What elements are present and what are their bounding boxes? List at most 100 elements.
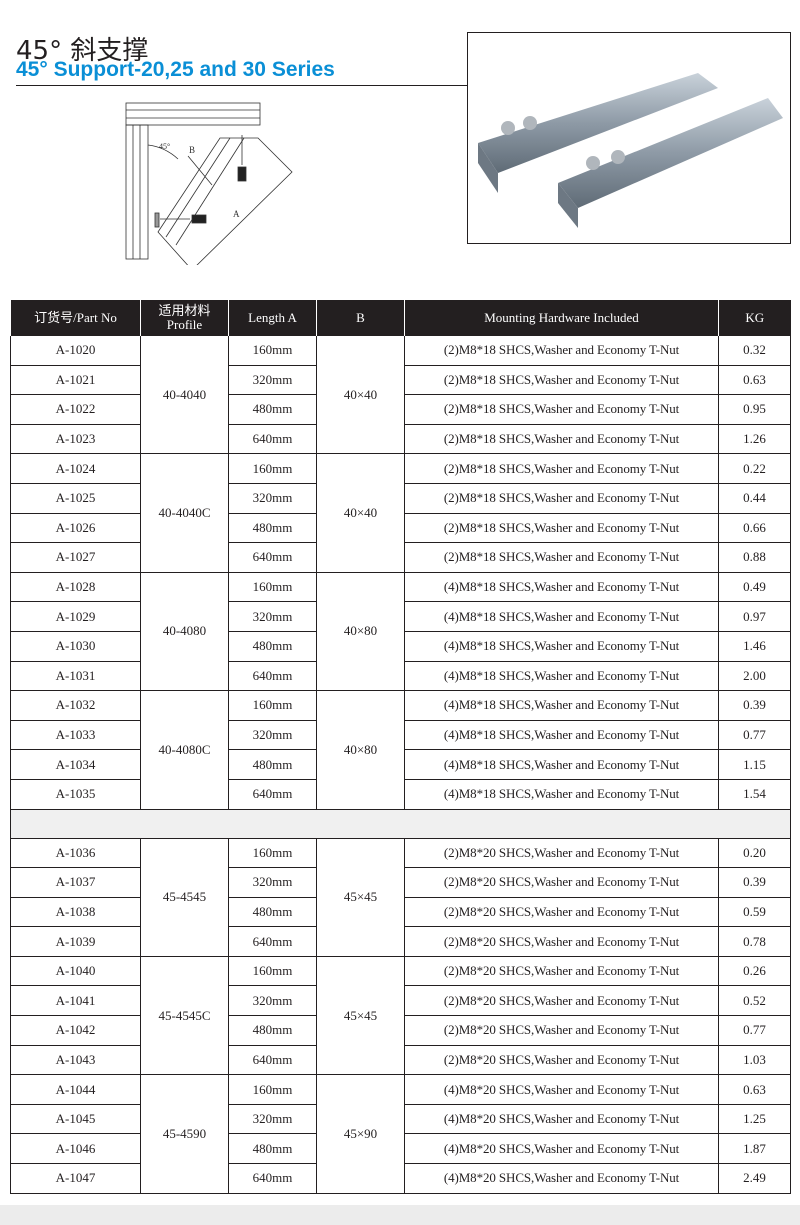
kg-cell: 0.26: [718, 955, 791, 987]
length-a-cell: 480mm: [228, 1015, 317, 1046]
profile-cell: 40-4040C: [140, 453, 229, 573]
hardware-cell: (4)M8*18 SHCS,Washer and Economy T-Nut: [404, 719, 719, 751]
hardware-cell: (2)M8*20 SHCS,Washer and Economy T-Nut: [404, 896, 719, 928]
length-a-cell: 160mm: [228, 453, 317, 484]
part-no-cell: A-1034: [10, 749, 141, 780]
hardware-cell: (2)M8*20 SHCS,Washer and Economy T-Nut: [404, 1044, 719, 1076]
hardware-cell: (2)M8*18 SHCS,Washer and Economy T-Nut: [404, 453, 719, 484]
part-no-cell: A-1029: [10, 601, 141, 632]
table-row: A-1028 40-4080 160mm 40×80 (4)M8*18 SHCS,Was…: [10, 571, 791, 692]
length-a-cell: 320mm: [228, 1103, 317, 1135]
hardware-cell: (4)M8*18 SHCS,Washer and Economy T-Nut: [404, 571, 719, 603]
header-profile: 适用材料 Profile: [140, 300, 229, 336]
header-part-no: 订货号/Part No: [10, 300, 141, 336]
hardware-cell: (2)M8*18 SHCS,Washer and Economy T-Nut: [404, 423, 719, 455]
kg-cell: 1.15: [718, 749, 791, 780]
kg-cell: 0.77: [718, 719, 791, 751]
kg-cell: 0.49: [718, 571, 791, 603]
part-no-cell: A-1040: [10, 955, 141, 987]
length-a-cell: 160mm: [228, 335, 317, 366]
length-a-cell: 640mm: [228, 1044, 317, 1076]
support-diagram: 45° B A: [125, 102, 293, 265]
part-no-cell: A-1033: [10, 719, 141, 751]
part-no-cell: A-1031: [10, 660, 141, 692]
part-no-cell: A-1039: [10, 926, 141, 957]
hardware-cell: (2)M8*18 SHCS,Washer and Economy T-Nut: [404, 512, 719, 544]
table-row: A-1040 45-4545C 160mm 45×45 (2)M8*20 SHCS,Wa…: [10, 955, 791, 1076]
length-a-cell: 160mm: [228, 837, 317, 869]
hardware-cell: (2)M8*20 SHCS,Washer and Economy T-Nut: [404, 926, 719, 957]
header-b: B: [316, 300, 405, 336]
kg-cell: 1.25: [718, 1103, 791, 1135]
hardware-cell: (4)M8*20 SHCS,Washer and Economy T-Nut: [404, 1074, 719, 1105]
length-a-cell: 320mm: [228, 985, 317, 1017]
spacer-row: [10, 808, 791, 839]
kg-cell: 1.03: [718, 1044, 791, 1076]
kg-cell: 0.39: [718, 690, 791, 721]
part-no-cell: A-1020: [10, 335, 141, 366]
profile-cell: 40-4080: [140, 571, 229, 692]
part-no-cell: A-1023: [10, 423, 141, 455]
b-cell: 40×80: [316, 690, 405, 810]
length-a-cell: 640mm: [228, 778, 317, 810]
length-a-cell: 160mm: [228, 690, 317, 721]
hardware-cell: (2)M8*18 SHCS,Washer and Economy T-Nut: [404, 364, 719, 396]
hardware-cell: (2)M8*20 SHCS,Washer and Economy T-Nut: [404, 837, 719, 869]
kg-cell: 1.54: [718, 778, 791, 810]
kg-cell: 0.22: [718, 453, 791, 484]
table-row: A-1032 40-4080C 160mm 40×80 (4)M8*18 SHCS,Wa…: [10, 690, 791, 810]
kg-cell: 0.59: [718, 896, 791, 928]
part-no-cell: A-1025: [10, 482, 141, 514]
kg-cell: 1.46: [718, 630, 791, 662]
kg-cell: 0.95: [718, 394, 791, 425]
hardware-cell: (4)M8*18 SHCS,Washer and Economy T-Nut: [404, 660, 719, 692]
svg-text:A: A: [233, 209, 240, 219]
table-row: A-1038 480mm (2)M8*20 SHCS,Washer and Econ…: [10, 896, 791, 928]
profile-cell: 45-4590: [140, 1074, 229, 1194]
part-no-cell: A-1043: [10, 1044, 141, 1076]
length-a-cell: 640mm: [228, 926, 317, 957]
kg-cell: 0.32: [718, 335, 791, 366]
length-a-cell: 480mm: [228, 1133, 317, 1165]
footer-band: [0, 1205, 800, 1225]
title-chinese: 45° 斜支撑: [16, 36, 149, 66]
b-cell: 40×80: [316, 571, 405, 692]
length-a-cell: 640mm: [228, 660, 317, 692]
part-no-cell: A-1028: [10, 571, 141, 603]
hardware-cell: (2)M8*18 SHCS,Washer and Economy T-Nut: [404, 394, 719, 425]
kg-cell: 0.63: [718, 1074, 791, 1105]
part-no-cell: A-1032: [10, 690, 141, 721]
b-cell: 45×45: [316, 837, 405, 957]
part-no-cell: A-1026: [10, 512, 141, 544]
hardware-cell: (2)M8*18 SHCS,Washer and Economy T-Nut: [404, 335, 719, 366]
header-kg: KG: [718, 300, 791, 336]
length-a-cell: 160mm: [228, 955, 317, 987]
table-row: A-1034 480mm (4)M8*18 SHCS,Washer and Econ…: [10, 749, 791, 780]
hardware-cell: (2)M8*20 SHCS,Washer and Economy T-Nut: [404, 867, 719, 898]
hardware-cell: (4)M8*20 SHCS,Washer and Economy T-Nut: [404, 1103, 719, 1135]
hardware-cell: (4)M8*20 SHCS,Washer and Economy T-Nut: [404, 1133, 719, 1165]
table-row: A-1041 320mm (2)M8*20 SHCS,Washer and Econ…: [10, 985, 791, 1017]
part-no-cell: A-1044: [10, 1074, 141, 1105]
part-no-cell: A-1027: [10, 542, 141, 573]
kg-cell: 0.63: [718, 364, 791, 396]
kg-cell: 0.97: [718, 601, 791, 632]
hardware-cell: (2)M8*18 SHCS,Washer and Economy T-Nut: [404, 542, 719, 573]
kg-cell: 2.49: [718, 1163, 791, 1194]
length-a-cell: 480mm: [228, 896, 317, 928]
kg-cell: 0.66: [718, 512, 791, 544]
kg-cell: 0.20: [718, 837, 791, 869]
kg-cell: 0.44: [718, 482, 791, 514]
table-row: A-1036 45-4545 160mm 45×45 (2)M8*20 SHCS,Was…: [10, 837, 791, 957]
length-a-cell: 320mm: [228, 867, 317, 898]
part-no-cell: A-1030: [10, 630, 141, 662]
b-cell: 40×40: [316, 334, 405, 455]
hardware-cell: (4)M8*18 SHCS,Washer and Economy T-Nut: [404, 749, 719, 780]
table-row: A-1029 320mm (4)M8*18 SHCS,Washer and Econ…: [10, 601, 791, 632]
table-row: A-1024 40-4040C 160mm 40×40 (2)M8*18 SHCS,Wa…: [10, 453, 791, 573]
table-row: A-1033 320mm (4)M8*18 SHCS,Washer and Econ…: [10, 719, 791, 751]
hardware-cell: (4)M8*18 SHCS,Washer and Economy T-Nut: [404, 630, 719, 662]
hardware-cell: (2)M8*20 SHCS,Washer and Economy T-Nut: [404, 955, 719, 987]
kg-cell: 0.88: [718, 542, 791, 573]
part-no-cell: A-1038: [10, 896, 141, 928]
